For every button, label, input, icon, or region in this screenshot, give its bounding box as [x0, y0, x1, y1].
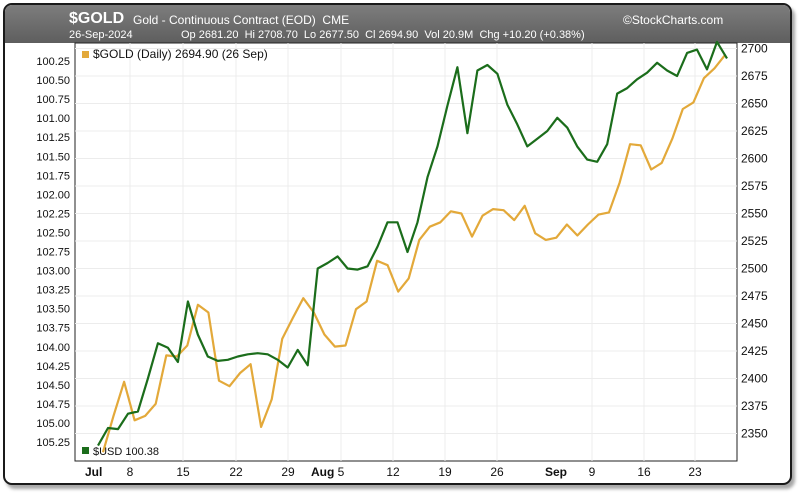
left-y-tick-label: 104.50 [36, 380, 70, 392]
x-tick-label: 23 [688, 465, 702, 479]
left-y-tick-label: 102.00 [36, 189, 70, 201]
right-y-tick-label: 2375 [741, 399, 768, 413]
stockcharts-logo: ©StockCharts.com [623, 13, 724, 27]
left-y-tick-label: 101.50 [36, 151, 70, 163]
x-tick-label: 5 [338, 465, 345, 479]
right-y-tick-label: 2400 [741, 372, 768, 386]
series-lines [97, 40, 728, 453]
x-tick-label: 9 [589, 465, 596, 479]
left-y-tick-label: 103.50 [36, 304, 70, 316]
instrument-description: Gold - Continuous Contract (EOD) CME [133, 13, 349, 27]
left-y-tick-label: 102.75 [36, 247, 70, 259]
gold-price-line [101, 54, 726, 453]
legend-top: $GOLD (Daily) 2694.90 (26 Sep) [82, 47, 268, 61]
left-y-tick-label: 104.75 [36, 399, 70, 411]
plot-area [74, 42, 738, 462]
legend-label-usd: $USD 100.38 [93, 446, 159, 458]
x-tick-label: Jul [85, 465, 102, 479]
right-y-tick-label: 2525 [741, 234, 768, 248]
left-y-tick-label: 102.50 [36, 227, 70, 239]
x-tick-label: 8 [127, 465, 134, 479]
exchange-text: CME [322, 13, 350, 27]
x-tick-label: Aug [311, 465, 334, 479]
legend-bottom: $USD 100.38 [82, 446, 159, 458]
left-y-tick-label: 103.00 [36, 266, 70, 278]
right-y-tick-label: 2550 [741, 207, 768, 221]
x-tick-label: 19 [438, 465, 452, 479]
right-y-tick-label: 2600 [741, 152, 768, 166]
right-y-tick-label: 2650 [741, 97, 768, 111]
right-axis-labels: 2350 2375 2400 2425 2450 2475 2500 2525 2550 2575… [741, 42, 768, 441]
price-stats: Op 2681.20 Hi 2708.70 Lo 2677.50 Cl 2694… [181, 29, 585, 41]
left-y-tick-label: 100.50 [36, 75, 70, 87]
legend-swatch-gold [82, 51, 89, 58]
left-y-tick-label: 104.00 [36, 342, 70, 354]
left-y-tick-label: 103.25 [36, 285, 70, 297]
right-y-tick-label: 2675 [741, 69, 768, 83]
x-tick-label: 12 [386, 465, 400, 479]
legend-swatch-usd [82, 447, 89, 454]
price-chart: 100.25 100.50 100.75 101.00 101.25 101.50 101.… [36, 40, 768, 479]
chart-frame: $GOLD Gold - Continuous Contract (EOD) C… [3, 3, 792, 485]
usd-index-line [97, 40, 728, 447]
chart-header: $GOLD Gold - Continuous Contract (EOD) C… [5, 5, 790, 43]
x-tick-label: 29 [281, 465, 295, 479]
left-y-tick-label: 101.25 [36, 132, 70, 144]
left-y-tick-label: 105.00 [36, 418, 70, 430]
x-tick-label: 15 [176, 465, 190, 479]
right-y-tick-label: 2700 [741, 42, 768, 56]
right-y-tick-label: 2575 [741, 179, 768, 193]
x-tick-label: 26 [490, 465, 504, 479]
quote-date: 26-Sep-2024 [69, 29, 133, 41]
left-y-tick-label: 101.00 [36, 113, 70, 125]
right-y-tick-label: 2450 [741, 317, 768, 331]
left-axis-labels: 100.25 100.50 100.75 101.00 101.25 101.50 101.… [36, 56, 70, 449]
legend-label-gold: $GOLD (Daily) 2694.90 (26 Sep) [93, 47, 268, 61]
description-text: Gold - Continuous Contract (EOD) [133, 13, 316, 27]
left-y-tick-label: 100.75 [36, 94, 70, 106]
right-y-tick-label: 2425 [741, 344, 768, 358]
x-tick-label: 22 [229, 465, 243, 479]
right-y-tick-label: 2625 [741, 124, 768, 138]
x-tick-label: 16 [637, 465, 651, 479]
x-axis-labels: Jul 8 15 22 29 Aug 5 12 19 26 Sep 9 16 23 [85, 465, 702, 479]
ticker-symbol: $GOLD [69, 10, 125, 27]
right-y-tick-label: 2475 [741, 289, 768, 303]
left-y-tick-label: 103.75 [36, 323, 70, 335]
x-tick-label: Sep [545, 465, 567, 479]
right-y-tick-label: 2500 [741, 262, 768, 276]
left-y-tick-label: 101.75 [36, 170, 70, 182]
left-y-tick-label: 105.25 [36, 437, 70, 449]
left-y-tick-label: 104.25 [36, 361, 70, 373]
left-y-tick-label: 100.25 [36, 56, 70, 68]
right-y-tick-label: 2350 [741, 427, 768, 441]
left-y-tick-label: 102.25 [36, 208, 70, 220]
